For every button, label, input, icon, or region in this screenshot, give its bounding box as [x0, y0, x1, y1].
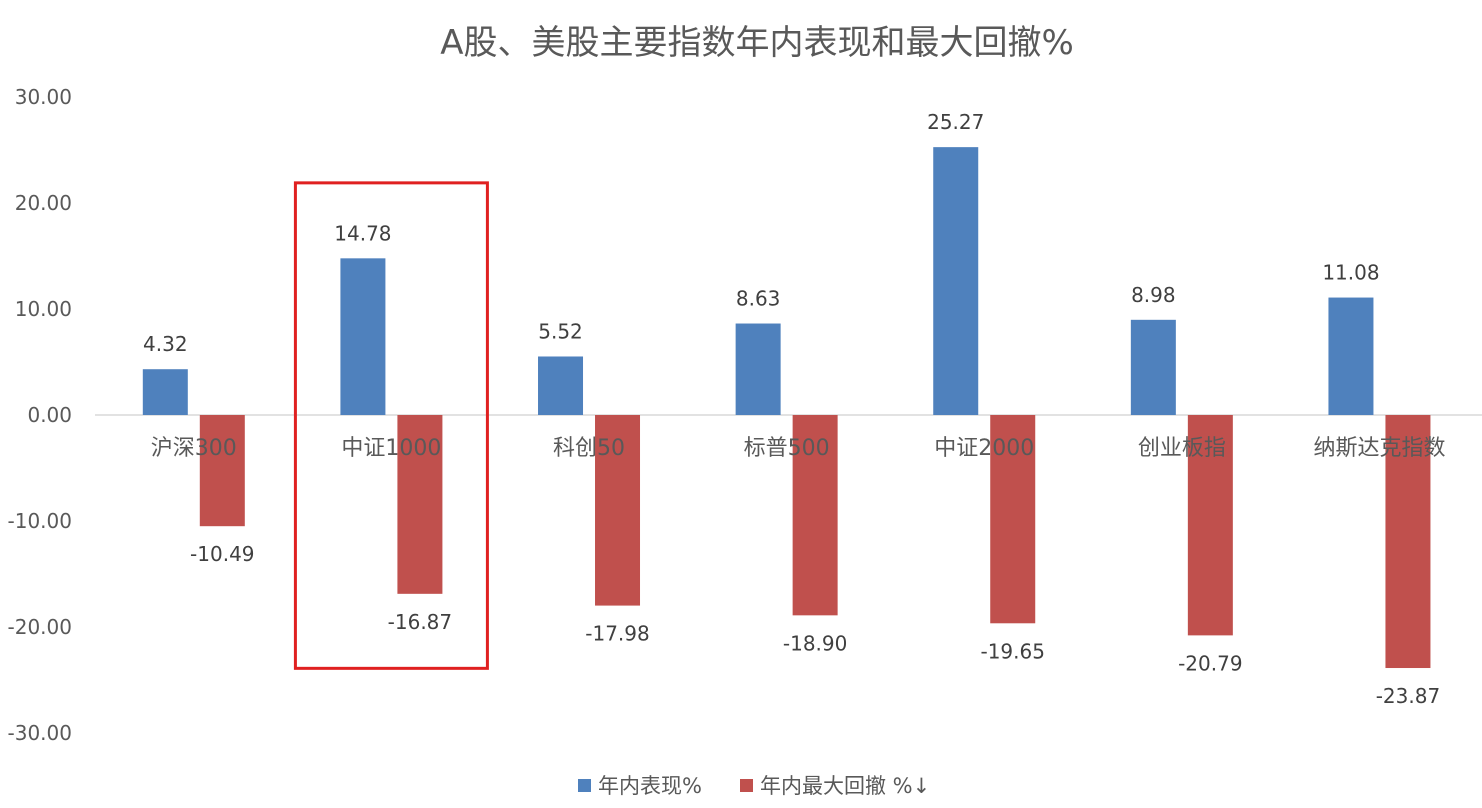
- data-label: -17.98: [585, 622, 649, 646]
- data-label: -18.90: [783, 631, 847, 655]
- y-tick-label: -30.00: [8, 721, 72, 745]
- y-tick-label: 30.00: [15, 85, 72, 109]
- bar-annual-performance: [1328, 297, 1374, 415]
- data-label: -20.79: [1178, 651, 1242, 675]
- category-label: 标普500: [744, 436, 830, 461]
- category-labels: 沪深300 中证1000 科创50 标普500 中证2000 创业板指 纳斯达克指数: [151, 436, 1446, 461]
- bar-annual-performance: [933, 147, 979, 415]
- y-tick-label: 0.00: [27, 403, 72, 427]
- y-axis: 30.00 20.00 10.00 0.00 -10.00 -20.00 -30.00: [8, 85, 72, 745]
- legend-label-1: 年内最大回撤 %↓: [760, 774, 930, 798]
- data-label: 11.08: [1322, 261, 1379, 285]
- bar-annual-performance: [1130, 319, 1176, 415]
- data-label: -10.49: [190, 542, 254, 566]
- legend: 年内表现% 年内最大回撤 %↓: [578, 774, 930, 798]
- y-tick-label: -20.00: [8, 615, 72, 639]
- data-label: 8.98: [1131, 283, 1176, 307]
- legend-label-0: 年内表现%: [598, 774, 702, 798]
- bar-max-drawdown: [397, 415, 443, 594]
- data-label: -23.87: [1376, 684, 1440, 708]
- category-label: 科创50: [553, 436, 625, 461]
- bar-max-drawdown: [1385, 415, 1431, 669]
- bar-max-drawdown: [595, 415, 641, 606]
- bars-group: [142, 147, 1431, 669]
- category-label: 中证1000: [341, 436, 441, 461]
- highlight-box: [293, 181, 489, 670]
- data-label: 4.32: [143, 332, 188, 356]
- chart-title: A股、美股主要指数年内表现和最大回撤%: [440, 23, 1074, 63]
- category-label: 创业板指: [1138, 436, 1226, 461]
- bar-annual-performance: [735, 323, 781, 415]
- bar-annual-performance: [340, 258, 386, 415]
- bar-max-drawdown: [1187, 415, 1233, 636]
- data-label: 8.63: [736, 287, 781, 311]
- legend-swatch-1: [740, 779, 753, 792]
- data-label: 5.52: [538, 319, 583, 343]
- y-tick-label: 10.00: [15, 297, 72, 321]
- legend-swatch-0: [578, 779, 591, 792]
- category-label: 纳斯达克指数: [1313, 436, 1445, 461]
- data-label: 14.78: [334, 221, 391, 245]
- data-label: -16.87: [388, 610, 452, 634]
- category-label: 中证2000: [934, 436, 1034, 461]
- data-label: -19.65: [980, 639, 1044, 663]
- bar-max-drawdown: [792, 415, 838, 616]
- y-tick-label: 20.00: [15, 191, 72, 215]
- y-tick-label: -10.00: [8, 509, 72, 533]
- bar-max-drawdown: [199, 415, 245, 527]
- data-labels: 4.32 -10.49 14.78 -16.87 5.52 -17.98 8.63 -18.9…: [143, 110, 1440, 708]
- bar-max-drawdown: [990, 415, 1036, 624]
- bar-annual-performance: [142, 369, 188, 415]
- data-label: 25.27: [927, 110, 984, 134]
- bar-annual-performance: [538, 356, 584, 415]
- category-label: 沪深300: [151, 436, 237, 461]
